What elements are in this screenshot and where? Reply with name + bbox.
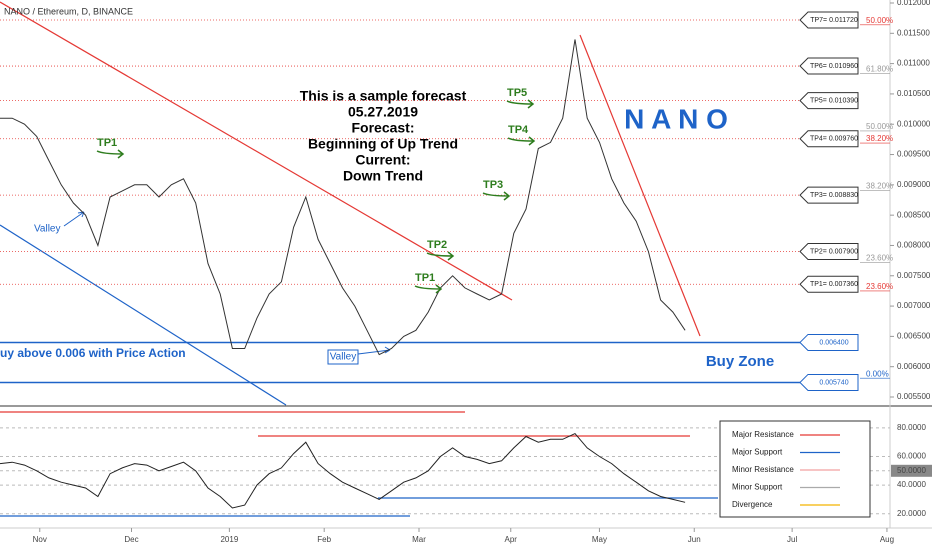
series-line <box>0 432 686 509</box>
x-tick-label: Aug <box>880 535 894 544</box>
level-box <box>799 130 859 148</box>
x-tick-label: Feb <box>317 535 331 544</box>
x-tick-label: Jun <box>688 535 701 544</box>
x-tick-label: Mar <box>412 535 426 544</box>
fib-label: 38.20% <box>866 181 893 190</box>
trendline <box>579 34 701 337</box>
x-tick-label: Jul <box>787 535 797 544</box>
tp-arrow <box>507 136 536 146</box>
fib-label: 50.00% <box>866 16 893 25</box>
x-tick-label: 2019 <box>220 535 238 544</box>
buy-note: uy above 0.006 with Price Action <box>0 346 186 360</box>
forecast-line: This is a sample forecast <box>300 88 467 104</box>
y-tick-label: 80.0000 <box>897 423 926 432</box>
valley-box <box>327 349 359 365</box>
x-tick-label: Dec <box>124 535 138 544</box>
buy-zone: Buy Zone <box>706 353 774 370</box>
y-tick-label: 0.010500 <box>897 89 931 98</box>
forecast-line: Beginning of Up Trend <box>308 136 458 152</box>
fib-label: 23.60% <box>866 254 893 263</box>
x-tick-label: Nov <box>33 535 47 544</box>
y-tick-label: 0.008000 <box>897 241 931 250</box>
legend-label: Major Resistance <box>732 430 794 439</box>
valley-label: Valley <box>330 352 357 363</box>
level-box <box>799 275 859 293</box>
level-label: TP6= 0.010960 <box>810 63 858 70</box>
tp-label: TP1 <box>97 137 117 149</box>
tp-label: TP2 <box>427 239 447 251</box>
x-tick-label: May <box>592 535 607 544</box>
forecast-line: Current: <box>355 152 410 168</box>
y-tick-label: 0.009000 <box>897 180 931 189</box>
forecast-line: Down Trend <box>343 168 423 184</box>
tp-arrow <box>426 251 455 261</box>
legend-label: Minor Support <box>732 483 783 492</box>
fib-label: 0.00% <box>866 369 889 378</box>
y-tick-label: 50.0000 <box>897 466 926 475</box>
level-label: TP2= 0.007900 <box>810 248 858 255</box>
trendline <box>0 224 287 406</box>
y-tick-label: 0.006000 <box>897 362 931 371</box>
forecast-line: Forecast: <box>351 120 414 136</box>
tp-label: TP1 <box>415 272 435 284</box>
y-tick-label: 0.011500 <box>897 28 930 37</box>
y-tick-label: 0.010000 <box>897 119 931 128</box>
level-box <box>799 57 859 75</box>
level-box <box>799 333 859 351</box>
trendline <box>0 1 513 301</box>
level-box <box>799 92 859 110</box>
series-line <box>0 39 686 356</box>
tp-label: TP4 <box>508 124 529 136</box>
level-label: TP4= 0.009760 <box>810 136 858 143</box>
level-box <box>799 243 859 261</box>
level-box <box>799 186 859 204</box>
level-label: 0.006400 <box>819 339 848 346</box>
y-tick-label: 0.009500 <box>897 150 931 159</box>
tp-arrow <box>96 149 125 159</box>
y-tick-label: 0.007000 <box>897 301 931 310</box>
level-label: 0.005740 <box>819 379 848 386</box>
fib-label: 23.60% <box>866 282 893 291</box>
tp-arrow <box>482 191 511 201</box>
level-box <box>799 11 859 29</box>
tp-label: TP3 <box>483 179 503 191</box>
tp-label: TP5 <box>507 87 527 99</box>
level-box <box>799 373 859 391</box>
y-tick-label: 60.0000 <box>897 452 926 461</box>
y-tick-label: 0.006500 <box>897 331 931 340</box>
fib-label: 61.80% <box>866 64 893 73</box>
fib-label: 38.20% <box>866 134 893 143</box>
y-tick-label: 0.011000 <box>897 59 930 68</box>
brand: N A N O <box>624 103 728 134</box>
tick-highlight <box>891 464 932 477</box>
y-tick-label: 20.0000 <box>897 509 926 518</box>
tp-arrow <box>506 99 535 109</box>
legend-label: Major Support <box>732 448 783 457</box>
legend-label: Minor Resistance <box>732 465 794 474</box>
forecast: This is a sample forecast 05.27.2019 For… <box>300 88 467 184</box>
fib-label: 50.00% <box>866 122 893 131</box>
forecast-line: 05.27.2019 <box>348 104 418 120</box>
valley-label: Valley <box>34 224 61 235</box>
chart-header: NANO / Ethereum, D, BINANCE <box>4 6 133 16</box>
level-label: TP7= 0.011720 <box>810 17 858 24</box>
y-tick-label: 40.0000 <box>897 480 926 489</box>
level-label: TP3= 0.008830 <box>810 192 858 199</box>
y-tick-label: 0.008500 <box>897 210 931 219</box>
tp-arrow <box>414 284 443 294</box>
legend-label: Divergence <box>732 500 773 509</box>
level-label: TP1= 0.007360 <box>810 281 858 288</box>
y-tick-label: 0.012000 <box>897 0 931 7</box>
legend-box <box>719 420 871 518</box>
y-tick-label: 0.005500 <box>897 392 931 401</box>
y-tick-label: 0.007500 <box>897 271 931 280</box>
level-label: TP5= 0.010390 <box>810 97 858 104</box>
x-tick-label: Apr <box>505 535 518 544</box>
